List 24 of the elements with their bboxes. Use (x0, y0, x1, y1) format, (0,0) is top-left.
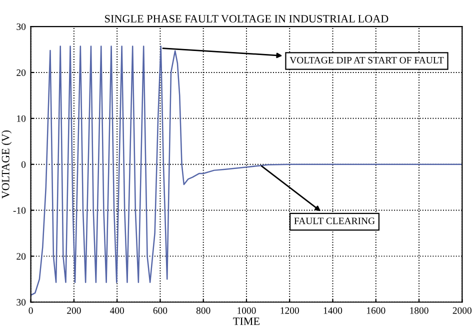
x-tick-label: 1400 (324, 307, 342, 314)
y-tick-label: 10 (17, 115, 26, 122)
annotation: VOLTAGE DIP AT START OF FAULT (290, 56, 444, 64)
x-tick-label: 800 (196, 307, 210, 314)
y-tick-label: 20 (16, 253, 26, 260)
y-tick-label: 30 (16, 23, 26, 30)
x-tick-label: 0 (28, 307, 33, 314)
y-axis-title: VOLTAGE (V) (2, 130, 12, 199)
x-tick-label: 2000 (452, 307, 472, 314)
y-tick-label: 0 (21, 161, 26, 168)
x-tick-label: 200 (67, 307, 81, 314)
y-tick-label: 20 (16, 69, 26, 76)
x-tick-label: 600 (153, 307, 168, 314)
y-tick-label: -10 (13, 207, 26, 214)
x-axis-title: TIME (233, 318, 260, 325)
x-tick-label: 1200 (280, 307, 299, 314)
line-series (30, 46, 462, 296)
x-tick-label: 400 (110, 307, 124, 314)
x-tick-label: 1000 (238, 307, 256, 314)
x-tick-label: 1800 (410, 307, 428, 314)
x-tick-label: 1600 (367, 307, 386, 314)
y-tick-label: 30 (16, 299, 26, 306)
chart-title: SINGLE PHASE FAULT VOLTAGE IN INDUSTRIAL LOAD (105, 15, 388, 23)
annotation: FAULT CLEARING (294, 218, 375, 224)
